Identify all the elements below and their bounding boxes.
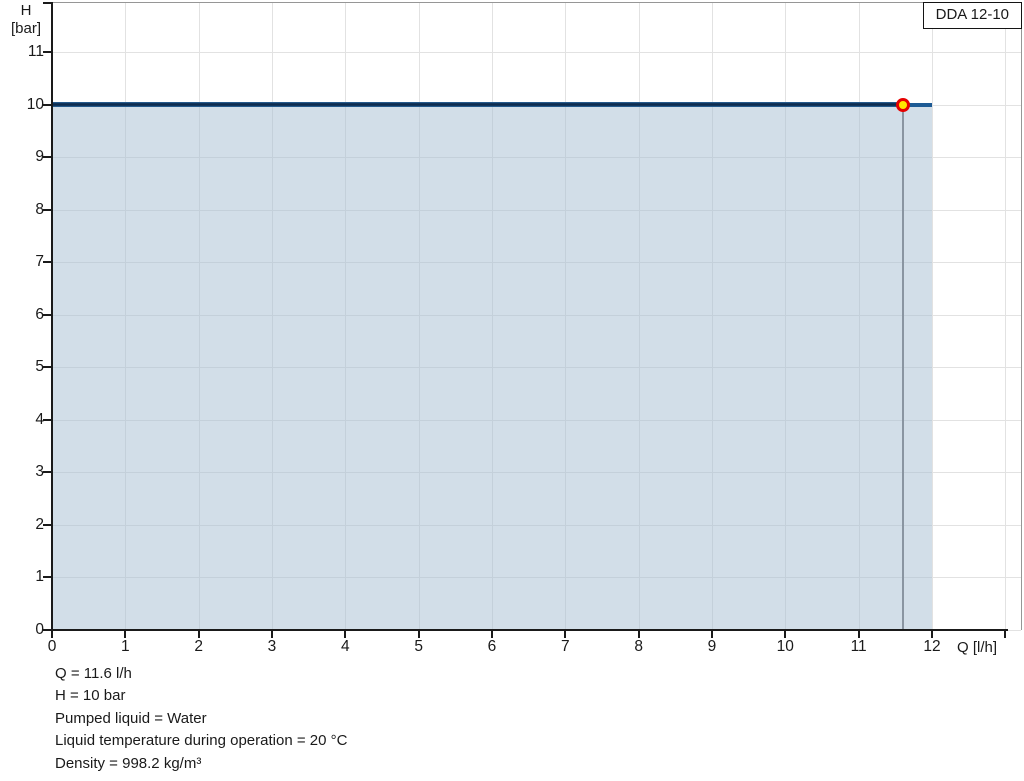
pump-curve-segment xyxy=(902,102,932,107)
gridline-vertical xyxy=(1005,2,1007,630)
x-axis-tick xyxy=(930,630,933,638)
x-tick-label: 0 xyxy=(47,638,57,655)
x-axis-tick xyxy=(490,630,493,638)
x-axis-tick xyxy=(637,630,640,638)
y-tick-label: 0 xyxy=(35,621,44,638)
operating-point-marker[interactable] xyxy=(895,97,910,112)
curve-fill-area xyxy=(52,106,932,630)
x-axis-title: Q [l/h] xyxy=(957,639,998,656)
y-axis-unit: [bar] xyxy=(10,20,41,37)
x-tick-label: 1 xyxy=(121,638,130,655)
x-tick-label: 9 xyxy=(707,638,717,655)
legend-model-label: DDA 12-10 xyxy=(935,6,1009,23)
y-tick-label: 6 xyxy=(35,305,44,323)
pump-curve-highlight-segment xyxy=(52,102,903,107)
y-axis-tick xyxy=(43,156,52,159)
legend-box: DDA 12-10 xyxy=(922,2,1022,29)
y-axis-tick xyxy=(43,208,52,211)
y-tick-label: 2 xyxy=(35,515,44,533)
x-tick-label: 3 xyxy=(267,638,277,655)
y-axis-tick xyxy=(43,471,52,474)
x-tick-label: 5 xyxy=(414,638,423,655)
info-pumped-liquid: Pumped liquid = Water xyxy=(55,709,207,727)
x-axis-tick xyxy=(124,630,127,638)
y-tick-label: 5 xyxy=(35,358,44,376)
y-axis-end-tick xyxy=(43,2,52,4)
x-axis-line xyxy=(51,629,1008,631)
operating-point-drop-line xyxy=(901,104,904,630)
x-axis-tick xyxy=(857,630,860,638)
y-tick-label: 10 xyxy=(26,95,44,113)
gridline-vertical xyxy=(931,2,933,630)
y-axis-symbol: H xyxy=(20,2,32,19)
gridline-horizontal xyxy=(52,51,1021,53)
y-axis-tick xyxy=(43,366,52,369)
x-axis-end-tick xyxy=(1004,630,1007,638)
x-axis-tick xyxy=(710,630,713,638)
plot-frame-right xyxy=(1021,2,1022,630)
x-axis-tick xyxy=(270,630,273,638)
plot-frame-top xyxy=(52,2,1021,3)
x-tick-label: 11 xyxy=(850,638,867,655)
info-density: Density = 998.2 kg/m³ xyxy=(55,754,202,772)
x-tick-label: 2 xyxy=(194,638,203,655)
x-tick-label: 4 xyxy=(341,638,350,655)
y-axis-tick xyxy=(43,103,52,106)
x-axis-tick xyxy=(197,630,200,638)
y-axis-title: H [bar] xyxy=(4,2,48,38)
x-tick-label: 10 xyxy=(776,638,794,655)
x-tick-label: 7 xyxy=(560,638,570,655)
x-axis-tick xyxy=(51,630,53,638)
x-axis-tick xyxy=(564,630,567,638)
y-tick-label: 8 xyxy=(35,200,44,218)
y-axis-tick xyxy=(43,629,52,631)
x-tick-label: 12 xyxy=(923,638,941,655)
y-axis-tick xyxy=(43,261,52,264)
y-axis-tick xyxy=(43,523,52,526)
y-tick-label: 7 xyxy=(35,253,44,271)
operating-info-block: Q = 11.6 l/h H = 10 bar Pumped liquid = … xyxy=(55,663,347,775)
x-axis-tick xyxy=(417,630,420,638)
x-tick-label: 8 xyxy=(634,638,643,655)
y-axis-line xyxy=(51,2,53,631)
x-tick-label: 6 xyxy=(487,638,497,655)
info-flow: Q = 11.6 l/h xyxy=(55,665,132,682)
y-axis-tick xyxy=(43,313,52,316)
y-tick-label: 9 xyxy=(35,148,44,166)
y-tick-label: 11 xyxy=(27,42,44,60)
info-head: H = 10 bar xyxy=(55,687,126,705)
y-tick-label: 3 xyxy=(35,463,44,481)
x-axis-tick xyxy=(784,630,787,638)
info-liquid-temperature: Liquid temperature during operation = 20… xyxy=(55,732,348,750)
y-axis-tick xyxy=(43,418,52,421)
y-axis-tick xyxy=(43,50,52,53)
y-tick-label: 4 xyxy=(35,410,44,428)
y-tick-label: 1 xyxy=(35,568,44,586)
y-axis-tick xyxy=(43,576,52,579)
x-axis-tick xyxy=(344,630,347,638)
